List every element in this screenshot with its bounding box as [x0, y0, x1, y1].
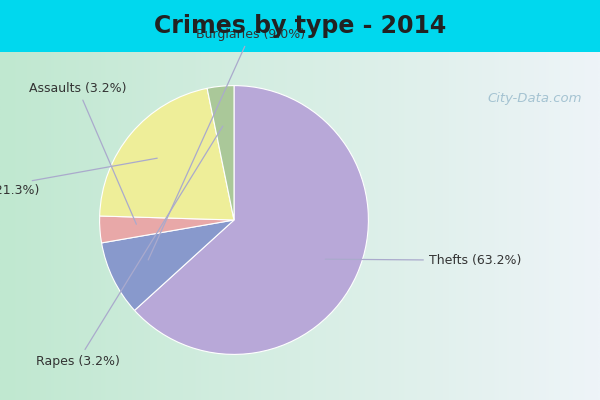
- Wedge shape: [101, 220, 234, 310]
- Wedge shape: [207, 86, 234, 220]
- Wedge shape: [100, 88, 234, 220]
- Text: Crimes by type - 2014: Crimes by type - 2014: [154, 14, 446, 38]
- Text: Assaults (3.2%): Assaults (3.2%): [29, 82, 136, 224]
- Wedge shape: [134, 86, 368, 354]
- Wedge shape: [100, 216, 234, 243]
- Text: Auto thefts (21.3%): Auto thefts (21.3%): [0, 158, 157, 197]
- Text: Thefts (63.2%): Thefts (63.2%): [325, 254, 521, 267]
- Text: Burglaries (9.0%): Burglaries (9.0%): [148, 28, 305, 260]
- Text: Rapes (3.2%): Rapes (3.2%): [36, 126, 223, 368]
- Text: City-Data.com: City-Data.com: [487, 92, 582, 105]
